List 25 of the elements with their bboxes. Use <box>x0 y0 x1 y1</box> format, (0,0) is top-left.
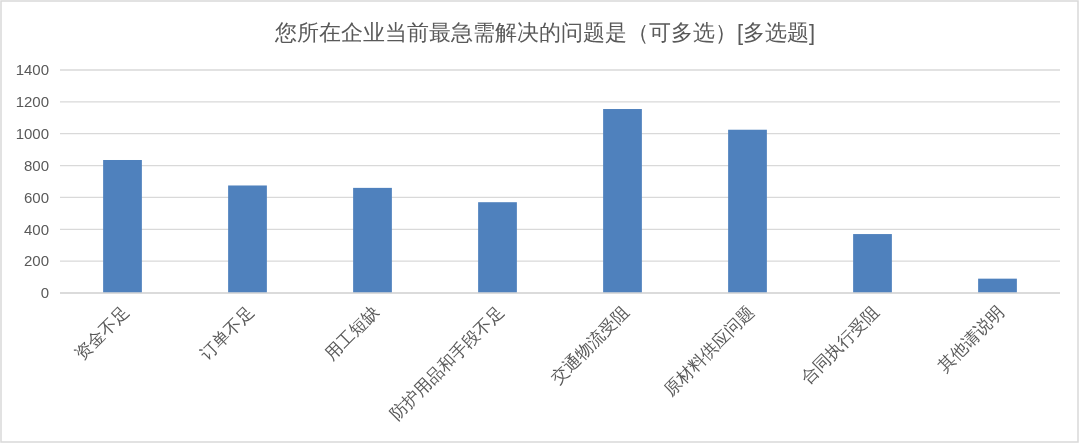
bar <box>853 234 892 293</box>
x-tick-label: 交通物流受阻 <box>547 302 634 388</box>
y-tick-label: 0 <box>40 284 49 302</box>
x-tick-label: 防护用品和手段不足 <box>386 302 509 425</box>
bar <box>603 109 642 293</box>
y-tick-label: 1200 <box>15 93 49 111</box>
bar <box>978 278 1017 293</box>
y-tick-label: 400 <box>23 220 49 238</box>
x-tick-label: 订单不足 <box>196 302 259 364</box>
bar <box>353 187 392 293</box>
x-tick-label: 用工短缺 <box>321 302 384 364</box>
x-tick-label: 原材料供应问题 <box>660 302 759 400</box>
y-tick-label: 800 <box>23 156 49 174</box>
y-tick-label: 1400 <box>15 61 49 79</box>
y-tick-label: 1000 <box>15 124 49 142</box>
bar <box>228 185 267 293</box>
bar <box>478 202 517 293</box>
x-tick-label: 其他请说明 <box>934 302 1009 376</box>
bar <box>728 129 767 293</box>
y-tick-label: 600 <box>23 188 49 206</box>
x-tick-label: 资金不足 <box>71 302 134 364</box>
chart-title: 您所在企业当前最急需解决的问题是（可多选）[多选题] <box>273 20 816 45</box>
y-tick-label: 200 <box>23 252 49 270</box>
bar <box>103 160 142 293</box>
x-tick-label: 合同执行受阻 <box>797 302 884 388</box>
